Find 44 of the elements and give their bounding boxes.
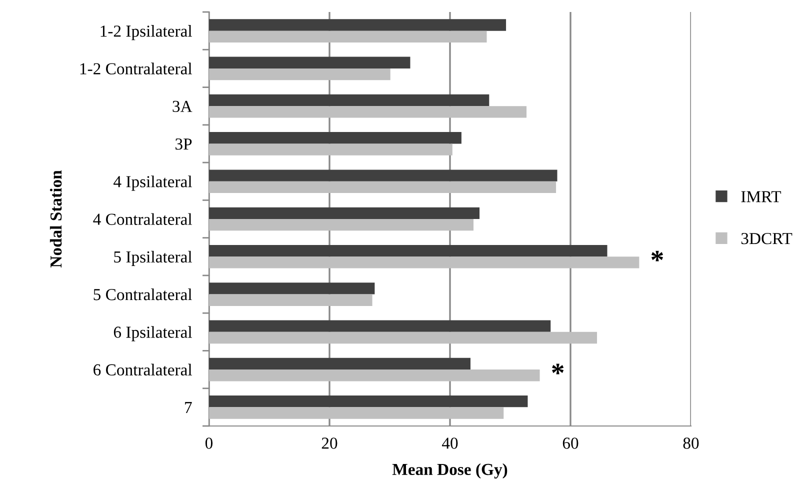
bar: [209, 294, 372, 306]
bar: [209, 332, 598, 344]
x-tick-label: 60: [562, 438, 578, 449]
bar: [209, 94, 490, 106]
y-tick-label: 6 Ipsilateral: [114, 326, 192, 342]
bar: [209, 170, 558, 182]
bar: [209, 244, 608, 257]
legend-label: 3DCRT: [741, 232, 792, 244]
x-tick-label: 0: [205, 438, 213, 449]
bar: [209, 219, 474, 231]
bar: [209, 207, 480, 219]
bar: [209, 132, 462, 144]
y-axis-title: Nodal Station: [50, 170, 62, 268]
annotation: *: [552, 364, 564, 374]
y-tick-label: 6 Contralateral: [94, 364, 192, 376]
x-tick-label: 40: [442, 438, 458, 449]
bar: [209, 396, 528, 408]
x-tick-label: 20: [322, 438, 338, 449]
y-tick-label: 3A: [172, 100, 192, 112]
y-tick-label: 4 Contralateral: [93, 213, 192, 225]
annotation: *: [651, 250, 664, 262]
y-tick-label: 5 Ipsilateral: [114, 250, 192, 266]
bar: [209, 30, 487, 42]
y-tick-label: 5 Contralateral: [94, 288, 192, 300]
bar: [209, 358, 470, 370]
x-tick-label: 80: [683, 438, 699, 449]
bar: [209, 56, 410, 68]
bar: [209, 256, 640, 268]
y-tick-label: 7: [185, 402, 192, 413]
y-tick-label: 1-2 Ipsilateral: [100, 25, 192, 40]
bar: [209, 320, 551, 332]
bar: [209, 407, 504, 419]
bar: [209, 19, 506, 31]
x-axis-title: Mean Dose (Gy): [392, 463, 508, 478]
bar: [209, 106, 527, 118]
bar: [209, 370, 540, 382]
legend-label: IMRT: [741, 191, 782, 202]
y-tick-label: 4 Ipsilateral: [114, 176, 192, 191]
bar: [209, 68, 390, 80]
y-tick-label: 1-2 Contralateral: [80, 62, 192, 74]
bar: [209, 282, 375, 294]
bar: [209, 144, 452, 156]
bar: [209, 181, 556, 194]
y-tick-label: 3P: [176, 138, 192, 150]
